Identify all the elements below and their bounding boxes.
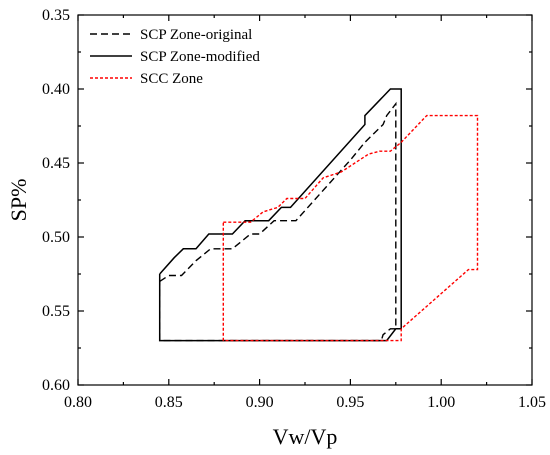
legend-label: SCP Zone-modified xyxy=(140,49,260,65)
legend-label: SCC Zone xyxy=(140,71,203,87)
series-layer xyxy=(158,88,479,342)
x-axis-title: Vw/Vp xyxy=(273,424,338,449)
legend: SCP Zone-original SCP Zone-modified SCC Zo… xyxy=(90,27,260,87)
x-tick-label: 0.90 xyxy=(246,394,274,411)
y-tick-label: 0.35 xyxy=(42,7,70,24)
y-tick-label: 0.40 xyxy=(42,81,70,98)
series-line-scp-zone-original xyxy=(158,101,397,342)
y-tick-label: 0.55 xyxy=(42,303,70,320)
axes-layer: 0.80 0.85 0.90 0.95 1.00 1.05 0.35 0.40 0.45 0.50… xyxy=(42,7,546,411)
x-tick-label: 0.85 xyxy=(155,394,183,411)
series-line-scp-zone-modified xyxy=(158,88,402,342)
series-line-scc-zone xyxy=(222,114,479,342)
x-tick-label: 0.80 xyxy=(64,394,92,411)
y-tick-label: 0.45 xyxy=(42,155,70,172)
y-axis-title: SP% xyxy=(6,179,31,222)
y-tick-label: 0.60 xyxy=(42,377,70,394)
y-tick-label: 0.50 xyxy=(42,229,70,246)
x-tick-label: 0.95 xyxy=(336,394,364,411)
x-tick-label: 1.00 xyxy=(427,394,455,411)
x-tick-label: 1.05 xyxy=(518,394,546,411)
legend-label: SCP Zone-original xyxy=(140,27,252,43)
